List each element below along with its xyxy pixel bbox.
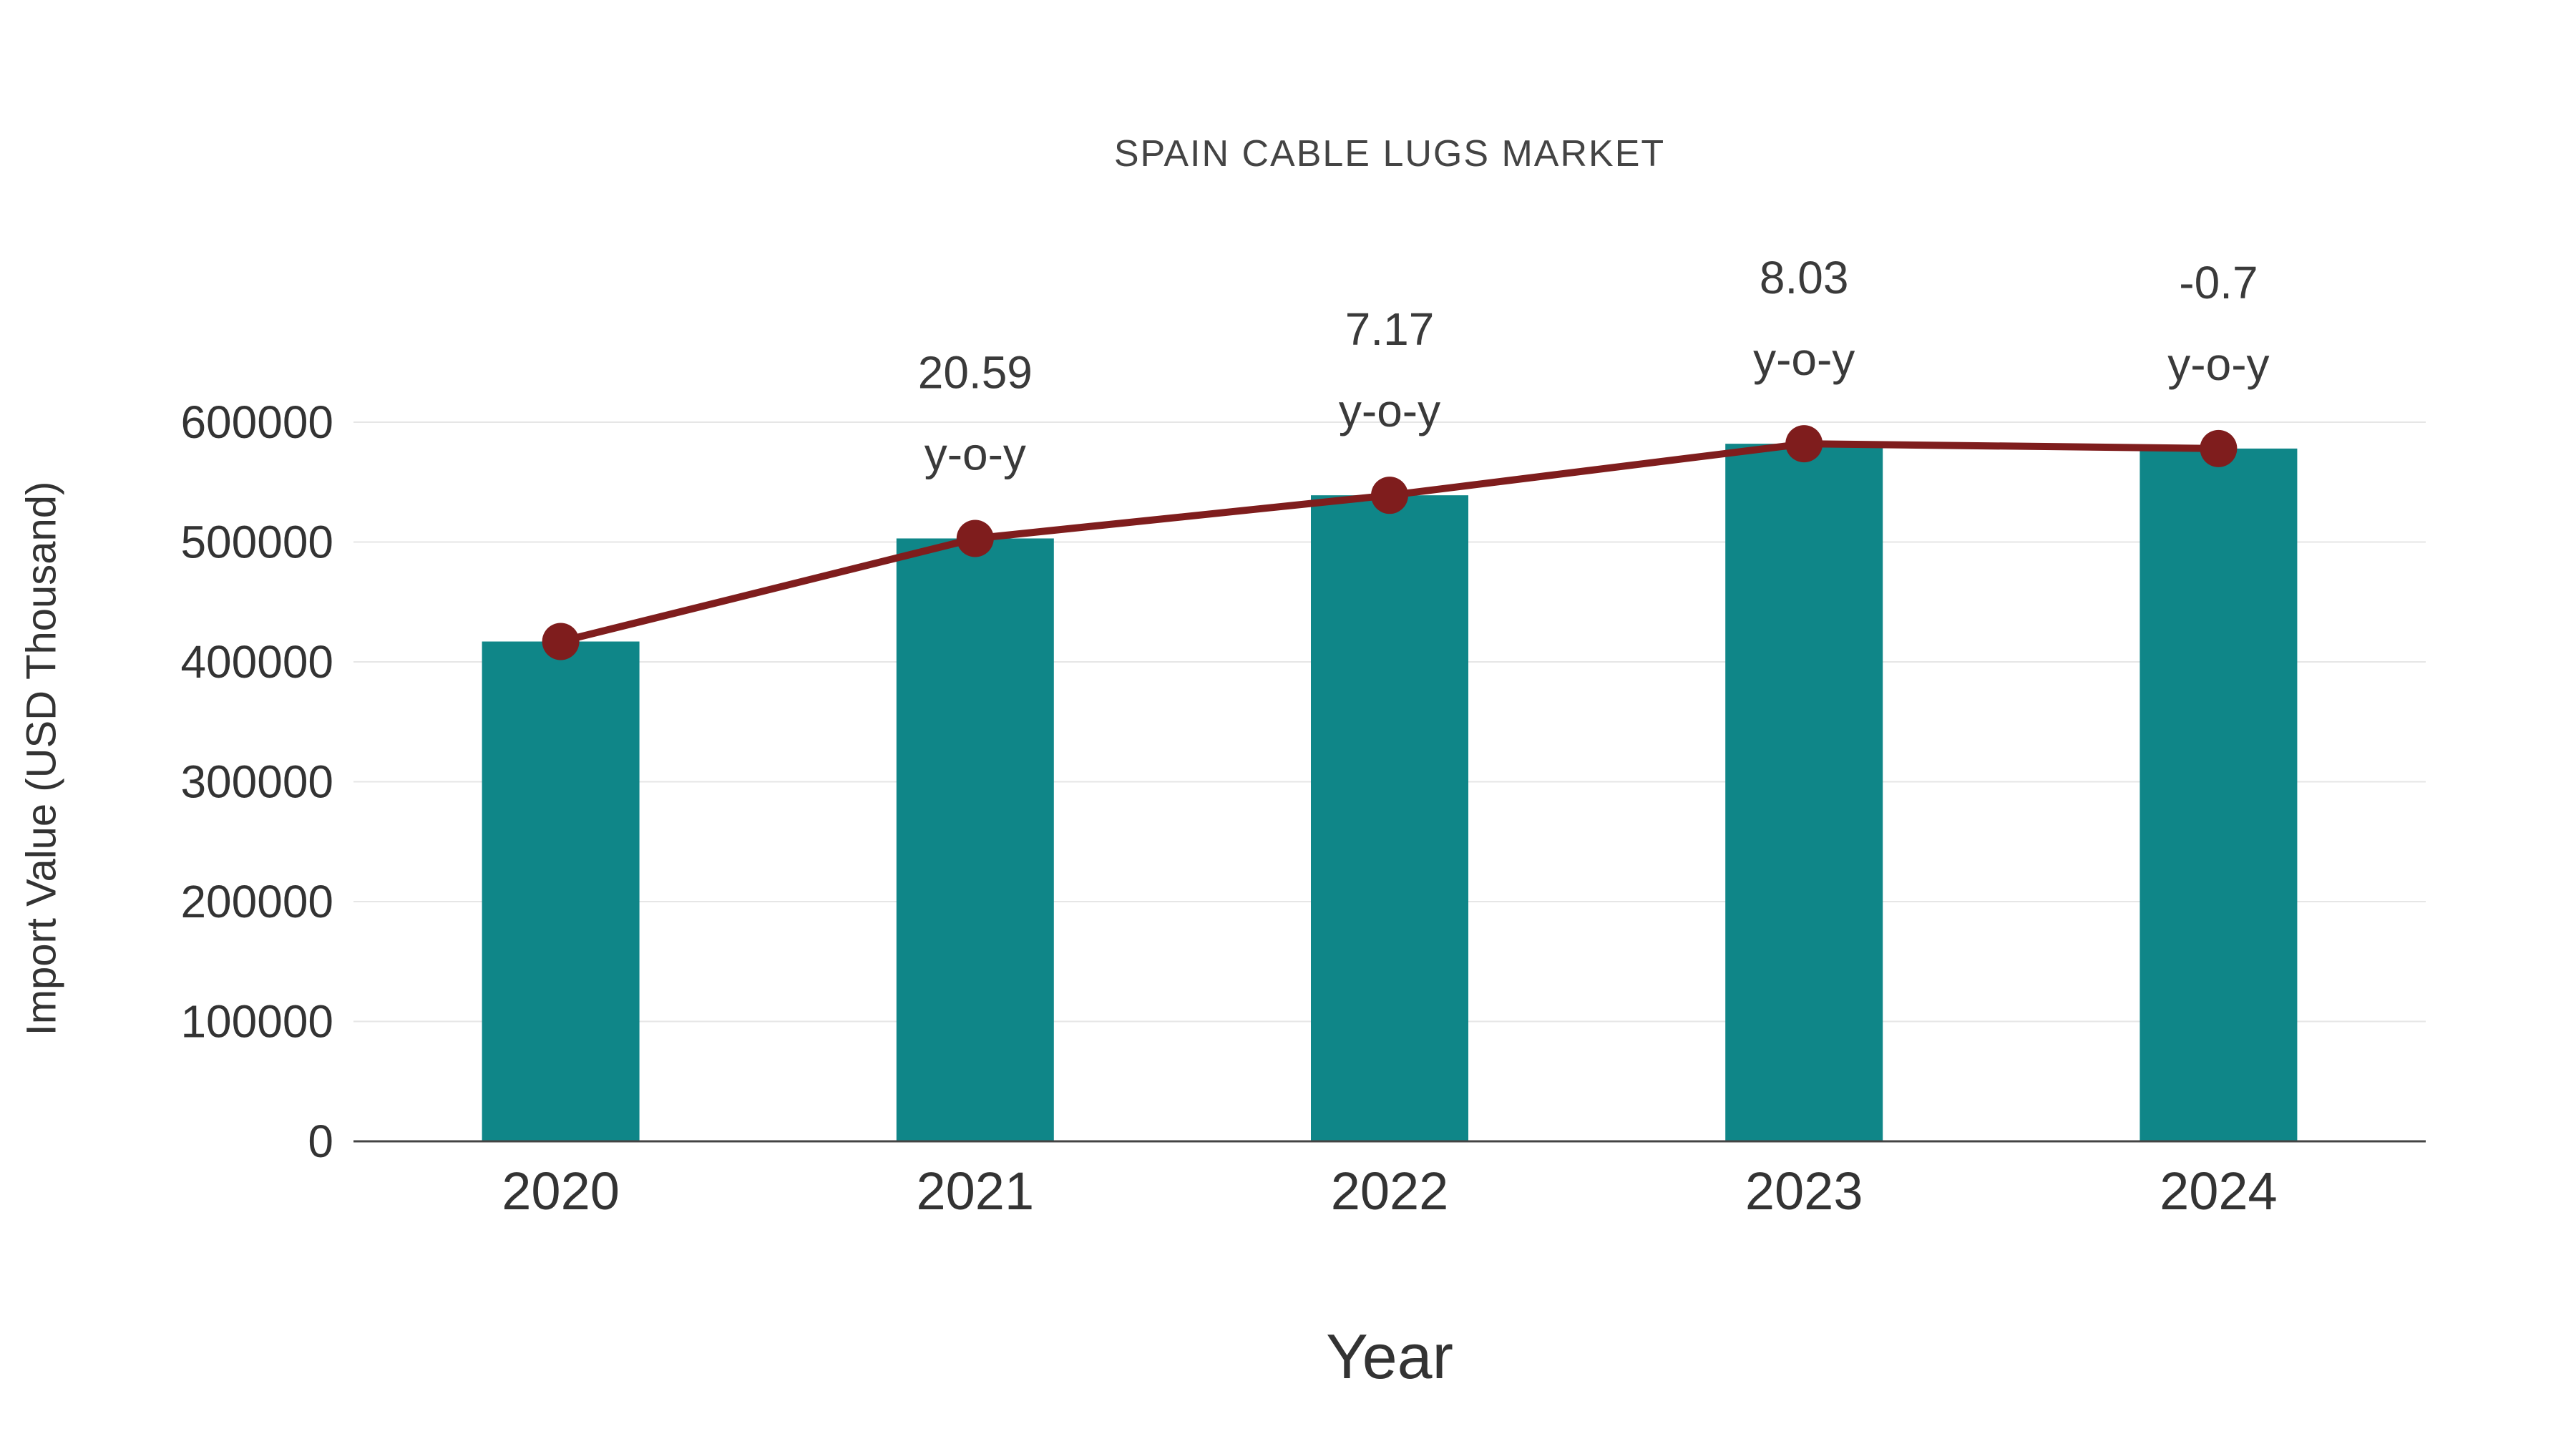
y-tick-label: 0 <box>308 1116 333 1167</box>
annotation-label: y-o-y <box>1753 333 1855 385</box>
x-tick-label: 2020 <box>502 1161 620 1221</box>
x-tick-label: 2021 <box>916 1161 1034 1221</box>
x-tick-label: 2024 <box>2160 1161 2278 1221</box>
bar-2020 <box>482 641 640 1141</box>
marker-2020 <box>542 623 580 660</box>
marker-2021 <box>956 519 994 557</box>
annotation-value: 7.17 <box>1345 303 1435 355</box>
marker-2023 <box>1785 425 1823 463</box>
y-tick-label: 600000 <box>180 396 333 448</box>
bar-2021 <box>896 538 1054 1141</box>
bar-2022 <box>1311 495 1468 1141</box>
y-tick-label: 100000 <box>180 996 333 1048</box>
y-tick-label: 300000 <box>180 756 333 808</box>
annotation-value: 20.59 <box>918 346 1033 398</box>
annotation-value: -0.7 <box>2179 257 2258 308</box>
bar-2024 <box>2140 448 2298 1141</box>
x-tick-label: 2022 <box>1331 1161 1449 1221</box>
marker-2024 <box>2200 429 2238 467</box>
chart-title: SPAIN CABLE LUGS MARKET <box>1113 133 1666 175</box>
y-tick-label: 200000 <box>180 876 333 927</box>
y-tick-label: 500000 <box>180 517 333 568</box>
y-axis-title: Import Value (USD Thousand) <box>18 481 65 1036</box>
y-tick-label: 400000 <box>180 636 333 688</box>
annotation-label: y-o-y <box>924 428 1026 479</box>
marker-2022 <box>1371 477 1408 514</box>
bar-2023 <box>1725 444 1883 1141</box>
annotation-value: 8.03 <box>1760 252 1849 303</box>
x-axis-title: Year <box>1326 1321 1453 1392</box>
x-tick-label: 2023 <box>1745 1161 1863 1221</box>
annotation-label: y-o-y <box>1339 385 1440 436</box>
annotation-label: y-o-y <box>2167 338 2269 390</box>
